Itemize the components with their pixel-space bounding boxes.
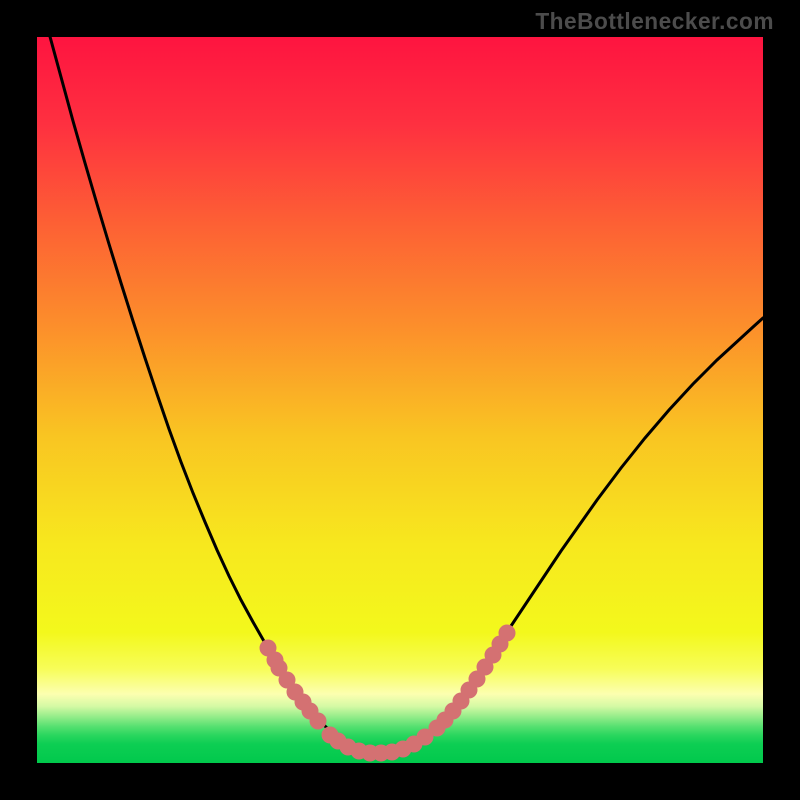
stage: TheBottlenecker.com <box>0 0 800 800</box>
watermark-text: TheBottlenecker.com <box>535 8 774 35</box>
marker-cluster-bottom <box>322 727 434 762</box>
data-point-marker <box>499 625 516 642</box>
data-point-marker <box>310 713 327 730</box>
chart-overlay <box>37 37 763 763</box>
marker-cluster-left <box>260 640 327 730</box>
marker-cluster-right <box>429 625 516 737</box>
plot-area <box>37 37 763 763</box>
bottleneck-curve <box>49 37 763 753</box>
